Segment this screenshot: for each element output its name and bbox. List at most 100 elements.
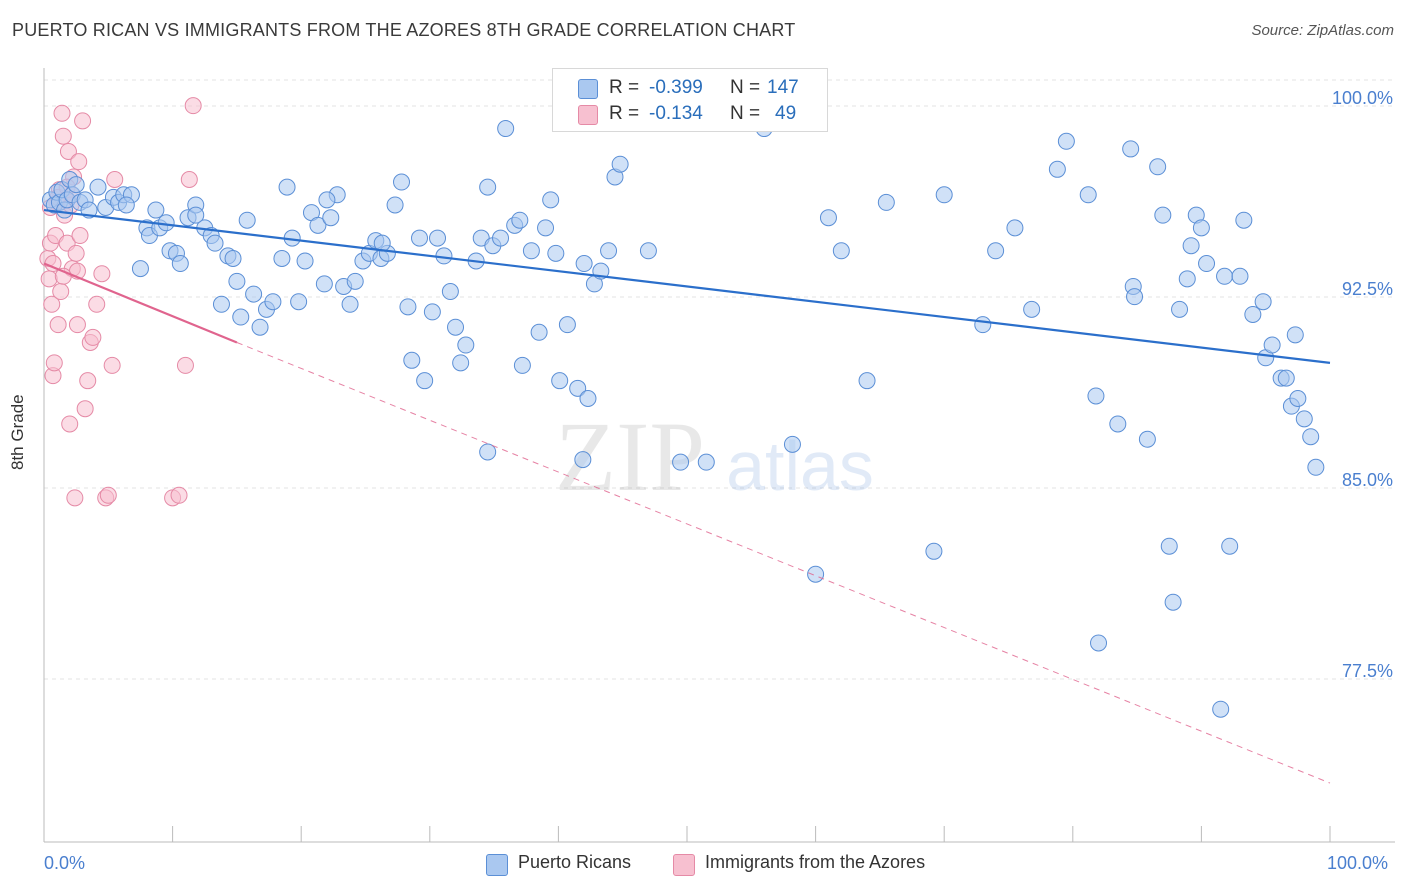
puerto-rican-point	[1023, 300, 1041, 318]
puerto-rican-point	[1277, 369, 1295, 387]
azores-point	[184, 97, 202, 115]
azores-point	[103, 356, 121, 374]
azores-point	[43, 295, 61, 313]
puerto-rican-point	[131, 260, 149, 278]
y-axis-label: 8th Grade	[8, 394, 27, 470]
puerto-rican-point	[537, 219, 555, 237]
legend-r-label: R =	[609, 103, 640, 124]
trend-line-azores-extrapolated	[236, 342, 1331, 784]
watermark-atlas: atlas	[726, 427, 874, 505]
puerto-rican-point	[1164, 593, 1182, 611]
puerto-rican-point	[171, 255, 189, 273]
legend-swatch-blue	[578, 79, 598, 99]
azores-point	[67, 244, 85, 262]
puerto-rican-point	[547, 244, 565, 262]
azores-point	[61, 415, 79, 433]
puerto-rican-point	[1244, 305, 1262, 323]
puerto-rican-point	[1178, 270, 1196, 288]
puerto-rican-point	[1057, 132, 1075, 150]
puerto-rican-point	[1289, 390, 1307, 408]
puerto-rican-point	[1171, 300, 1189, 318]
puerto-rican-point	[783, 435, 801, 453]
puerto-rican-point	[1182, 237, 1200, 255]
azores-point	[53, 104, 71, 122]
puerto-rican-point	[309, 216, 327, 234]
puerto-rican-point	[393, 173, 411, 191]
puerto-rican-point	[147, 201, 165, 219]
azores-point	[70, 153, 88, 171]
azores-point	[74, 112, 92, 130]
azores-point	[170, 486, 188, 504]
puerto-rican-point	[1198, 255, 1216, 273]
azores-point	[66, 489, 84, 507]
puerto-rican-point	[497, 120, 515, 138]
puerto-rican-point	[278, 178, 296, 196]
puerto-rican-point	[1295, 410, 1313, 428]
chart-title: PUERTO RICAN VS IMMIGRANTS FROM THE AZOR…	[12, 20, 796, 40]
puerto-rican-point	[639, 242, 657, 260]
y-tick-label: 85.0%	[1342, 470, 1393, 490]
puerto-rican-point	[832, 242, 850, 260]
puerto-rican-point	[1079, 186, 1097, 204]
puerto-rican-point	[346, 272, 364, 290]
puerto-rican-point	[399, 298, 417, 316]
legend-r-label: R =	[609, 77, 640, 98]
puerto-rican-point	[877, 193, 895, 211]
puerto-rican-point	[987, 242, 1005, 260]
y-tick-label: 77.5%	[1342, 661, 1393, 681]
puerto-rican-point	[187, 206, 205, 224]
puerto-rican-point	[245, 285, 263, 303]
grid-lines	[44, 79, 1395, 680]
puerto-rican-point	[322, 209, 340, 227]
puerto-rican-point	[522, 242, 540, 260]
azores-point	[99, 486, 117, 504]
puerto-rican-point	[807, 565, 825, 583]
legend-r-value: -0.134	[649, 103, 703, 124]
puerto-rican-point	[1149, 158, 1167, 176]
puerto-rican-point	[452, 354, 470, 372]
puerto-rican-point	[318, 191, 336, 209]
puerto-rican-point	[89, 178, 107, 196]
puerto-rican-point	[416, 372, 434, 390]
puerto-rican-point	[858, 372, 876, 390]
puerto-rican-point	[579, 390, 597, 408]
azores-point	[88, 295, 106, 313]
puerto-rican-point	[925, 542, 943, 560]
puerto-rican-point	[206, 234, 224, 252]
puerto-rican-point	[600, 242, 618, 260]
puerto-rican-point	[228, 272, 246, 290]
azores-point	[52, 283, 70, 301]
puerto-rican-point	[264, 293, 282, 311]
puerto-rican-point	[1221, 537, 1239, 555]
azores-point	[40, 270, 58, 288]
x-tick-label-max: 100.0%	[1327, 853, 1389, 873]
puerto-rican-point	[1212, 700, 1230, 718]
puerto-rican-point	[457, 336, 475, 354]
azores-point	[93, 265, 111, 283]
puerto-rican-point	[479, 443, 497, 461]
bottom-legend-label: Puerto Ricans	[518, 852, 632, 872]
puerto-rican-point	[447, 318, 465, 336]
puerto-rican-point	[1048, 160, 1066, 178]
azores-point	[68, 316, 86, 334]
azores-point	[106, 170, 124, 188]
trend-lines	[43, 208, 1331, 784]
azores-point	[49, 316, 67, 334]
trend-line-puerto-ricans	[43, 208, 1331, 364]
puerto-rican-point	[411, 229, 429, 247]
puerto-rican-point	[1254, 293, 1272, 311]
legend-n-label: N =	[730, 103, 761, 124]
stats-legend: R = -0.399 N = 147 R = -0.134 N = 49	[552, 68, 828, 132]
puerto-rican-point	[574, 451, 592, 469]
puerto-rican-points	[41, 120, 1325, 718]
puerto-rican-point	[551, 372, 569, 390]
puerto-rican-point	[1006, 219, 1024, 237]
puerto-rican-point	[542, 191, 560, 209]
puerto-rican-point	[1286, 326, 1304, 344]
puerto-rican-point	[224, 249, 242, 267]
puerto-rican-point	[1231, 267, 1249, 285]
puerto-rican-point	[974, 316, 992, 334]
puerto-rican-point	[232, 308, 250, 326]
puerto-rican-point	[1235, 211, 1253, 229]
